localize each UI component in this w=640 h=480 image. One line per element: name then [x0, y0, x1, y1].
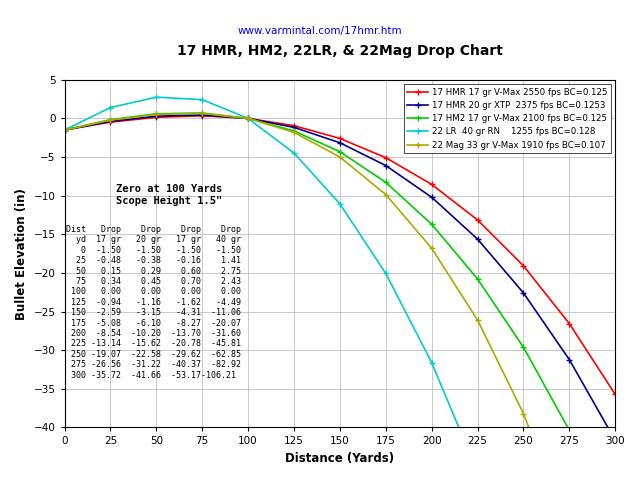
17 HMR 17 gr V-Max 2550 fps BC=0.125	[107, 119, 115, 125]
Title: 17 HMR, HM2, 22LR, & 22Mag Drop Chart: 17 HMR, HM2, 22LR, & 22Mag Drop Chart	[177, 44, 503, 58]
17 HMR 17 gr V-Max 2550 fps BC=0.125	[244, 116, 252, 121]
17 HMR 20 gr XTP  2375 fps BC=0.1253	[428, 194, 435, 200]
17 HMR 17 gr V-Max 2550 fps BC=0.125	[61, 127, 68, 133]
X-axis label: Distance (Yards): Distance (Yards)	[285, 452, 394, 465]
22 Mag 33 gr V-Max 1910 fps BC=0.107	[428, 245, 435, 251]
22 Mag 33 gr V-Max 1910 fps BC=0.107	[152, 111, 160, 117]
22 Mag 33 gr V-Max 1910 fps BC=0.107	[244, 116, 252, 121]
Line: 17 HMR 17 gr V-Max 2550 fps BC=0.125: 17 HMR 17 gr V-Max 2550 fps BC=0.125	[62, 113, 618, 397]
17 HM2 17 gr V-Max 2100 fps BC=0.125	[520, 344, 527, 350]
17 HMR 17 gr V-Max 2550 fps BC=0.125	[336, 135, 344, 141]
22 Mag 33 gr V-Max 1910 fps BC=0.107	[474, 317, 481, 323]
Text: www.varmintal.com/17hmr.htm: www.varmintal.com/17hmr.htm	[237, 26, 403, 36]
17 HM2 17 gr V-Max 2100 fps BC=0.125	[290, 128, 298, 134]
17 HMR 20 gr XTP  2375 fps BC=0.1253	[244, 116, 252, 121]
17 HMR 20 gr XTP  2375 fps BC=0.1253	[566, 357, 573, 362]
22 LR  40 gr RN    1255 fps BC=0.128	[428, 360, 435, 365]
22 LR  40 gr RN    1255 fps BC=0.128	[244, 116, 252, 121]
17 HM2 17 gr V-Max 2100 fps BC=0.125	[61, 127, 68, 133]
22 LR  40 gr RN    1255 fps BC=0.128	[290, 150, 298, 156]
22 Mag 33 gr V-Max 1910 fps BC=0.107	[382, 192, 390, 197]
17 HM2 17 gr V-Max 2100 fps BC=0.125	[107, 117, 115, 122]
17 HM2 17 gr V-Max 2100 fps BC=0.125	[428, 221, 435, 227]
17 HM2 17 gr V-Max 2100 fps BC=0.125	[566, 427, 573, 433]
17 HMR 20 gr XTP  2375 fps BC=0.1253	[336, 140, 344, 145]
17 HMR 17 gr V-Max 2550 fps BC=0.125	[152, 114, 160, 120]
22 Mag 33 gr V-Max 1910 fps BC=0.107	[520, 410, 527, 416]
22 LR  40 gr RN    1255 fps BC=0.128	[382, 271, 390, 276]
17 HM2 17 gr V-Max 2100 fps BC=0.125	[244, 116, 252, 121]
17 HMR 17 gr V-Max 2550 fps BC=0.125	[290, 123, 298, 129]
17 HMR 17 gr V-Max 2550 fps BC=0.125	[428, 181, 435, 187]
17 HMR 20 gr XTP  2375 fps BC=0.1253	[61, 127, 68, 133]
22 LR  40 gr RN    1255 fps BC=0.128	[152, 94, 160, 100]
22 LR  40 gr RN    1255 fps BC=0.128	[61, 127, 68, 133]
17 HMR 20 gr XTP  2375 fps BC=0.1253	[290, 124, 298, 130]
Legend: 17 HMR 17 gr V-Max 2550 fps BC=0.125, 17 HMR 20 gr XTP  2375 fps BC=0.1253, 17 H: 17 HMR 17 gr V-Max 2550 fps BC=0.125, 17…	[404, 84, 611, 153]
22 LR  40 gr RN    1255 fps BC=0.128	[336, 201, 344, 207]
Line: 17 HMR 20 gr XTP  2375 fps BC=0.1253: 17 HMR 20 gr XTP 2375 fps BC=0.1253	[62, 112, 618, 443]
22 LR  40 gr RN    1255 fps BC=0.128	[474, 469, 481, 475]
17 HMR 20 gr XTP  2375 fps BC=0.1253	[611, 437, 619, 443]
Line: 22 Mag 33 gr V-Max 1910 fps BC=0.107: 22 Mag 33 gr V-Max 1910 fps BC=0.107	[62, 110, 618, 480]
17 HMR 20 gr XTP  2375 fps BC=0.1253	[107, 119, 115, 124]
17 HMR 17 gr V-Max 2550 fps BC=0.125	[520, 263, 527, 269]
17 HMR 17 gr V-Max 2550 fps BC=0.125	[382, 155, 390, 160]
22 LR  40 gr RN    1255 fps BC=0.128	[198, 97, 206, 103]
Line: 17 HM2 17 gr V-Max 2100 fps BC=0.125: 17 HM2 17 gr V-Max 2100 fps BC=0.125	[62, 110, 618, 480]
17 HMR 17 gr V-Max 2550 fps BC=0.125	[198, 113, 206, 119]
17 HMR 17 gr V-Max 2550 fps BC=0.125	[474, 217, 481, 223]
17 HM2 17 gr V-Max 2100 fps BC=0.125	[382, 180, 390, 185]
17 HM2 17 gr V-Max 2100 fps BC=0.125	[198, 110, 206, 116]
22 Mag 33 gr V-Max 1910 fps BC=0.107	[198, 110, 206, 116]
17 HM2 17 gr V-Max 2100 fps BC=0.125	[152, 111, 160, 117]
17 HM2 17 gr V-Max 2100 fps BC=0.125	[336, 149, 344, 155]
17 HM2 17 gr V-Max 2100 fps BC=0.125	[474, 276, 481, 282]
17 HMR 20 gr XTP  2375 fps BC=0.1253	[382, 163, 390, 168]
17 HMR 20 gr XTP  2375 fps BC=0.1253	[520, 290, 527, 296]
17 HMR 20 gr XTP  2375 fps BC=0.1253	[198, 112, 206, 118]
22 Mag 33 gr V-Max 1910 fps BC=0.107	[61, 127, 68, 133]
Text: Zero at 100 Yards
Scope Height 1.5": Zero at 100 Yards Scope Height 1.5"	[116, 184, 222, 206]
Text: Dist   Drop    Drop    Drop    Drop
  yd  17 gr   20 gr   17 gr   40 gr
   0  -1: Dist Drop Drop Drop Drop yd 17 gr 20 gr …	[67, 225, 241, 380]
22 Mag 33 gr V-Max 1910 fps BC=0.107	[290, 130, 298, 135]
22 LR  40 gr RN    1255 fps BC=0.128	[107, 105, 115, 110]
17 HMR 17 gr V-Max 2550 fps BC=0.125	[611, 392, 619, 397]
17 HMR 20 gr XTP  2375 fps BC=0.1253	[152, 113, 160, 119]
17 HMR 20 gr XTP  2375 fps BC=0.1253	[474, 236, 481, 242]
Line: 22 LR  40 gr RN    1255 fps BC=0.128: 22 LR 40 gr RN 1255 fps BC=0.128	[62, 95, 618, 480]
Y-axis label: Bullet Elevation (in): Bullet Elevation (in)	[15, 188, 28, 320]
17 HMR 17 gr V-Max 2550 fps BC=0.125	[566, 321, 573, 326]
22 Mag 33 gr V-Max 1910 fps BC=0.107	[336, 154, 344, 160]
22 Mag 33 gr V-Max 1910 fps BC=0.107	[107, 117, 115, 123]
